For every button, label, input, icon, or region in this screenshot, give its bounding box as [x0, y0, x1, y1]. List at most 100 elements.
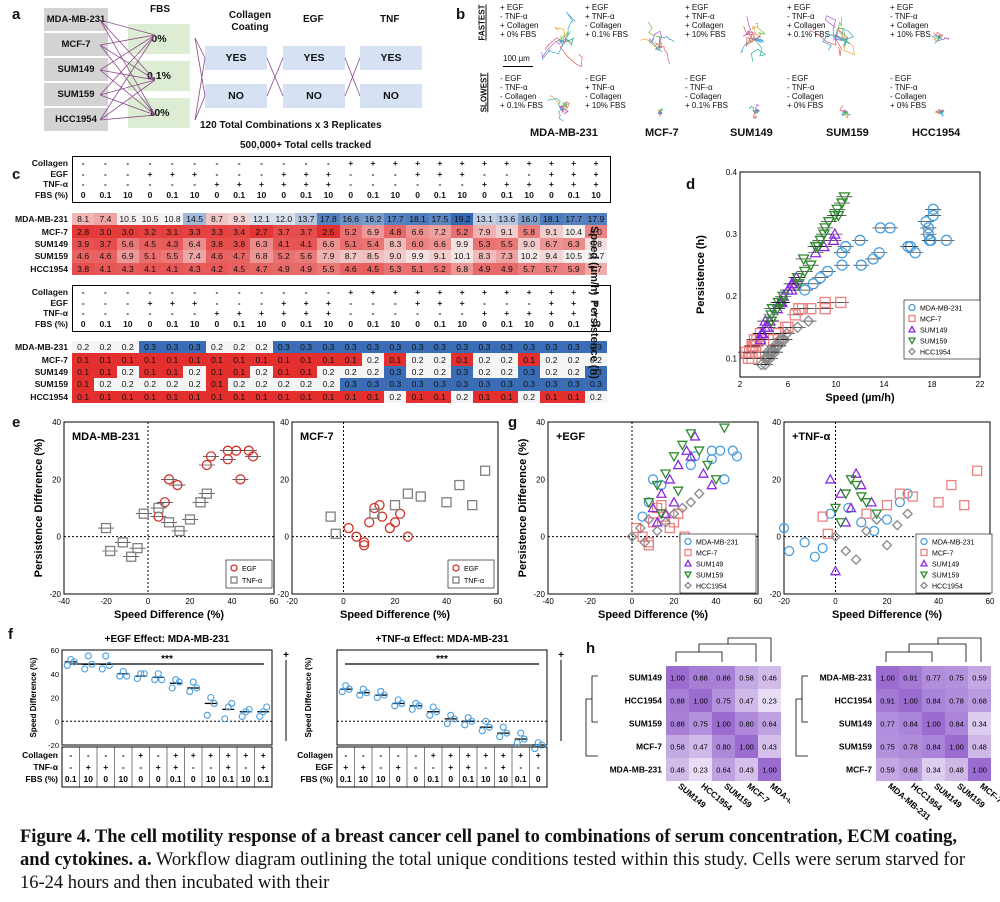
data-point — [871, 509, 883, 520]
series-SUM159 — [829, 475, 883, 529]
data-point — [634, 522, 646, 534]
legend-box — [679, 533, 757, 594]
cell-track — [659, 41, 671, 64]
heatmap-cell: 17.7 — [562, 213, 585, 226]
series-MDA-MB-231 — [796, 203, 955, 296]
heatmap-cell: 4.9 — [294, 262, 318, 275]
condition-cell: + — [173, 750, 178, 760]
fastest-label: FASTEST — [477, 4, 487, 41]
cell-value: 0.43 — [739, 766, 754, 775]
data-point — [706, 479, 718, 490]
replicate-point — [377, 688, 385, 696]
data-point — [673, 508, 684, 519]
condition-cell: + — [481, 308, 487, 319]
heatmap-row-label: SUM159 — [34, 251, 68, 262]
heatmap-cell: 0.2 — [116, 341, 139, 354]
data-point — [659, 469, 672, 480]
y-tick-label: 40 — [51, 670, 59, 679]
heatmap-cell: 0.3 — [517, 378, 541, 391]
data-point — [668, 496, 680, 507]
data-point — [819, 296, 831, 309]
heatmap-cell: 0.2 — [250, 365, 273, 379]
heatmap-cell: 7.4 — [94, 213, 117, 226]
condition-cell: - — [104, 158, 107, 169]
heatmap-cell: 9.9 — [451, 237, 474, 251]
condition-cell: 0 — [448, 774, 453, 784]
heatmap-cell: 0.1 — [294, 365, 318, 379]
condition-cell: - — [104, 750, 107, 760]
heatmap-cell: 13.1 — [473, 213, 496, 226]
heatmap-cell: 8.1 — [72, 213, 95, 226]
heatmap-cell — [758, 712, 781, 735]
condition-cell: + — [392, 158, 398, 169]
heatmap-cell: 0.1 — [72, 390, 95, 403]
chart-title: +EGF — [556, 431, 585, 443]
data-point — [126, 551, 137, 562]
y-tick-label: 0 — [777, 533, 782, 542]
heatmap-cell: 14.5 — [183, 213, 206, 226]
data-point — [689, 430, 701, 441]
condition-cell: + — [459, 158, 465, 169]
data-point — [132, 542, 143, 554]
heatmap-cell: 4.7 — [228, 250, 251, 263]
condition-row-label: EGF — [316, 762, 333, 772]
heatmap-cell: 2.5 — [317, 225, 340, 238]
heatmap-cell: 0.1 — [250, 353, 273, 366]
y-tick-label: 0 — [541, 533, 546, 542]
replicate-point — [67, 655, 75, 664]
data-point — [689, 451, 701, 462]
condition-cell: + — [281, 179, 287, 190]
chart-title: MCF-7 — [300, 431, 334, 443]
replicate-point — [496, 733, 504, 741]
heatmap-cell: 0.2 — [116, 378, 139, 391]
condition-cell: 10 — [359, 774, 369, 784]
data-point — [856, 517, 867, 528]
slow-condition-label: - EGF - TNF-α - Collagen + 0% FBS — [890, 74, 927, 110]
heatmap-cell — [899, 712, 922, 735]
cell-track — [559, 102, 567, 112]
cell-track — [837, 28, 855, 56]
data-point — [672, 459, 684, 470]
legend-label: SUM159 — [932, 573, 959, 580]
cell-value: 0.77 — [926, 674, 941, 683]
heatmap-cell: 4.9 — [272, 262, 295, 275]
condition-cell: 10 — [206, 774, 216, 784]
data-point — [868, 525, 880, 537]
heatmap-cell: 4.3 — [116, 262, 139, 275]
condition-cell: - — [304, 287, 308, 298]
replicate-point — [499, 723, 507, 731]
data-point — [701, 460, 714, 471]
heatmap-cell: 10.2 — [517, 250, 541, 263]
y-tick-label: 0.2 — [726, 292, 738, 301]
collagen-no: NO — [205, 84, 267, 108]
row-label: SUM159 — [629, 719, 662, 729]
replicate-point — [503, 729, 511, 737]
x-axis-label: Speed Difference (%) — [114, 609, 224, 621]
condition-cell: - — [349, 308, 353, 319]
condition-cell: + — [593, 308, 599, 319]
heatmap-cell: 0.2 — [228, 378, 251, 391]
replicate-point — [256, 712, 264, 721]
heatmap-cell: 0.1 — [562, 390, 585, 403]
column-label: MDA-MB-231 — [768, 781, 790, 823]
cell-value: 0.58 — [739, 674, 754, 683]
cell-value: 0.68 — [903, 766, 918, 775]
data-point — [927, 209, 939, 222]
condition-cell: + — [504, 158, 510, 169]
data-point — [919, 559, 929, 567]
condition-cell: 0.1 — [166, 318, 179, 329]
cell-track — [743, 16, 756, 41]
cell-track — [939, 37, 950, 41]
condition-row-label: Collagen — [31, 287, 68, 298]
data-point — [731, 451, 743, 462]
condition-cell: + — [343, 762, 348, 772]
data-point — [902, 240, 914, 253]
y-axis-label: Speed Difference (%) — [29, 657, 38, 737]
condition-cell: + — [348, 158, 354, 169]
cell-value: 0.46 — [670, 766, 685, 775]
condition-cell: 0.1 — [99, 318, 112, 329]
y-tick-label: -20 — [49, 590, 61, 599]
row-label: SUM149 — [839, 719, 872, 729]
heatmap-cell: 16.0 — [517, 213, 541, 226]
replicate-point — [203, 711, 211, 719]
